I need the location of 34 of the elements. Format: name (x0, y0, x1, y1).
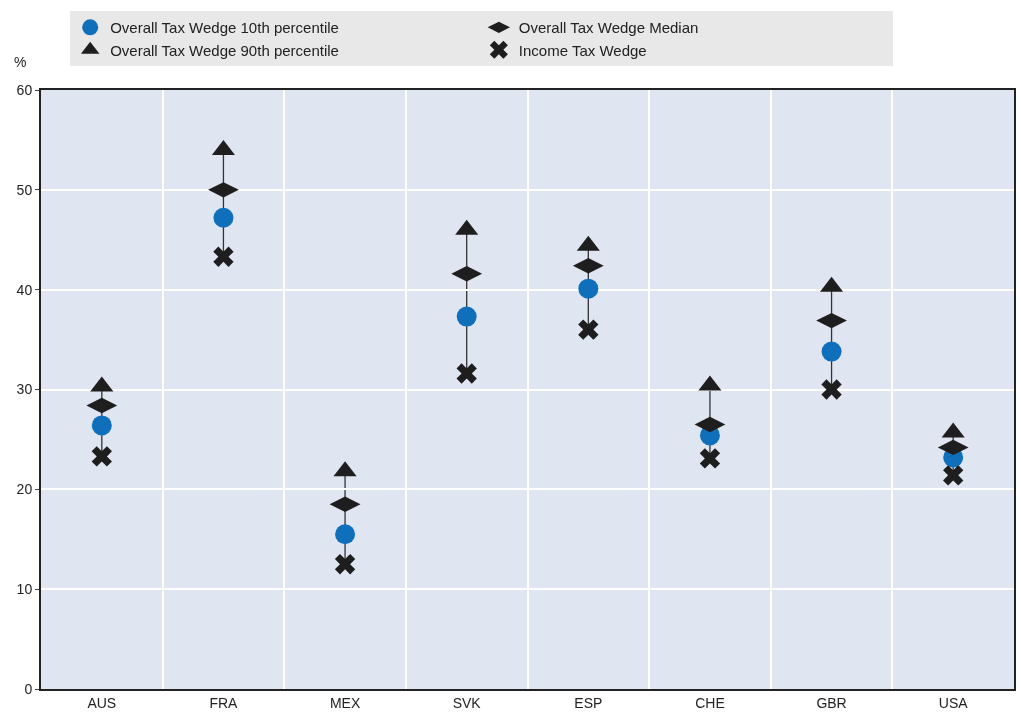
legend-label: Overall Tax Wedge Median (518, 19, 699, 37)
y-tick-label: 10 (16, 581, 33, 598)
point (821, 379, 842, 400)
x-tick-label: FRA (209, 694, 239, 711)
y-tick-label: 30 (16, 381, 33, 398)
point (456, 363, 477, 384)
point (821, 341, 842, 362)
point (213, 207, 234, 228)
x-tick-label: CHE (695, 694, 725, 711)
y-axis-title: % (14, 54, 27, 70)
x-tick-label: ESP (574, 694, 603, 711)
x-tick-label: MEX (329, 694, 361, 711)
point (456, 306, 477, 327)
y-tick-label: 50 (16, 181, 33, 198)
point (578, 319, 599, 340)
point (334, 554, 356, 575)
x-tick-label: GBR (816, 694, 847, 711)
point (699, 448, 721, 469)
point (578, 278, 599, 299)
legend-label: Income Tax Wedge (518, 41, 647, 59)
y-tick-label: 60 (16, 81, 33, 98)
x-tick-label: AUS (87, 694, 117, 711)
point (335, 524, 356, 545)
y-tick-label: 40 (16, 281, 33, 298)
y-tick-label: 20 (16, 481, 33, 498)
legend-label: Overall Tax Wedge 10th percentile (110, 19, 339, 37)
legend-label: Overall Tax Wedge 90th percentile (110, 41, 339, 59)
point (91, 446, 112, 467)
x-tick-label: SVK (452, 694, 482, 711)
x-tick-label: USA (938, 694, 969, 711)
point (213, 246, 234, 267)
point (943, 465, 964, 486)
y-tick-label: 0 (24, 680, 33, 697)
point (91, 415, 112, 436)
